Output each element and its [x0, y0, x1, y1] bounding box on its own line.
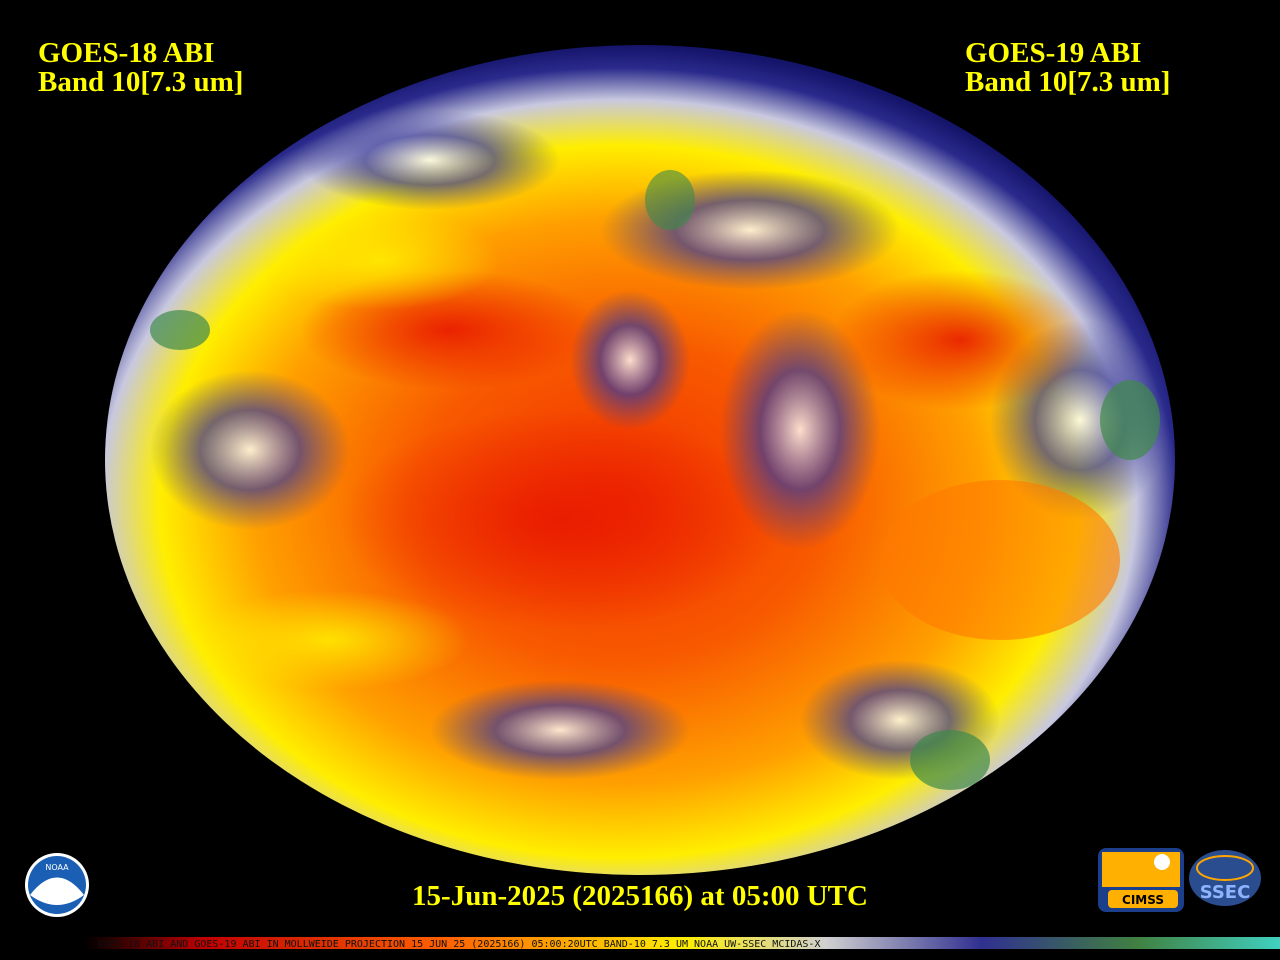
- right-title: GOES-19 ABI: [965, 37, 1141, 69]
- footer-caption: GOES-18 ABI AND GOES-19 ABI IN MOLLWEIDE…: [98, 939, 820, 950]
- ssec-label: SSEC: [1200, 882, 1251, 903]
- left-band: Band 10[7.3 um]: [38, 66, 243, 98]
- color-bar: [85, 937, 1280, 949]
- noaa-logo: NOAA: [25, 853, 89, 917]
- ssec-logo: SSEC: [1189, 850, 1261, 906]
- cimss-label: CIMSS: [1122, 893, 1164, 907]
- right-band: Band 10[7.3 um]: [965, 66, 1170, 98]
- left-title: GOES-18 ABI: [38, 37, 214, 69]
- cimss-logo: CIMSS: [1098, 848, 1184, 912]
- timestamp: 15-Jun-2025 (2025166) at 05:00 UTC: [412, 880, 868, 912]
- noaa-label: NOAA: [45, 863, 69, 872]
- cloud-features: [150, 110, 1170, 790]
